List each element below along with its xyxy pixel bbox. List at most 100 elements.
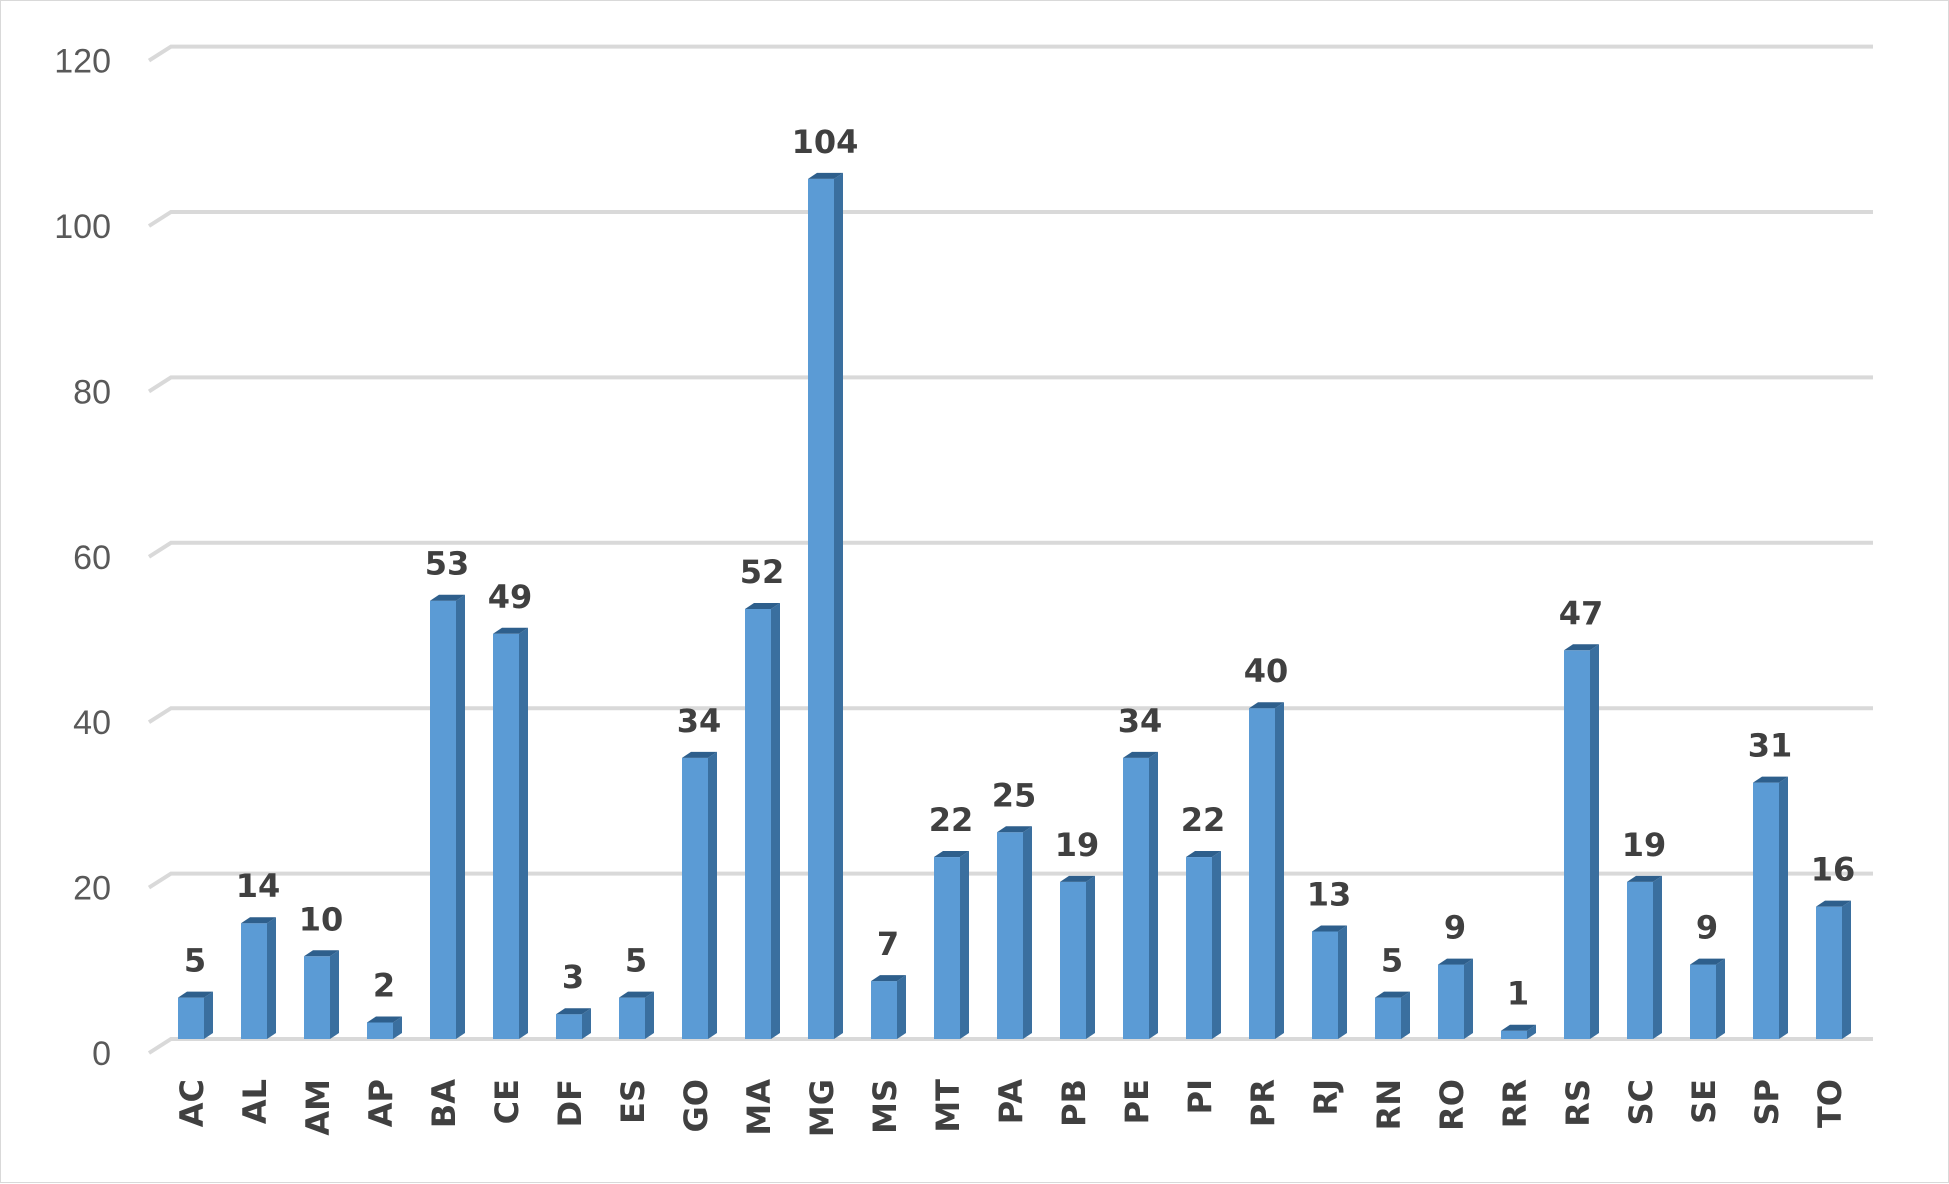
- gridline: [147, 871, 1873, 890]
- x-category-label: MT: [929, 1079, 967, 1133]
- x-category-label: CE: [488, 1079, 526, 1124]
- data-labels: 5 14 10 2 53 49 3 5 34 52 104 7 22 25 19 34 22 40 13 5 9 1 47 1…: [184, 123, 1855, 1013]
- bar-top: [430, 594, 465, 601]
- bar-front: [430, 600, 456, 1039]
- bar-top: [1690, 958, 1725, 965]
- bar-side: [897, 975, 906, 1039]
- bar-front: [1186, 857, 1212, 1039]
- x-category-label: MS: [866, 1079, 904, 1134]
- bar-front: [1753, 782, 1779, 1039]
- data-label: 1: [1507, 975, 1529, 1013]
- x-category-label: MG: [803, 1079, 841, 1137]
- bar-side: [834, 172, 843, 1040]
- bar-top: [1816, 900, 1851, 907]
- bar-side: [1527, 1024, 1536, 1039]
- bar-top: [1627, 875, 1662, 882]
- data-label: 5: [1381, 942, 1403, 980]
- bar-top: [304, 950, 339, 957]
- x-category-label: SE: [1685, 1079, 1723, 1124]
- bar-front: [1375, 997, 1401, 1039]
- bar-top: [1753, 776, 1788, 783]
- bar-front: [1816, 906, 1842, 1039]
- bar-front: [1501, 1030, 1527, 1039]
- gridline: [147, 1037, 1873, 1055]
- bar-side: [1779, 776, 1788, 1039]
- gridline: [147, 210, 1873, 228]
- bar-side: [960, 851, 969, 1039]
- bar-front: [1312, 931, 1338, 1039]
- bar-front: [1438, 964, 1464, 1039]
- bar-side: [582, 1008, 591, 1039]
- bar-top: [367, 1016, 402, 1023]
- bar-mg: [808, 172, 843, 1040]
- bar-front: [871, 981, 897, 1039]
- bar-top: [1060, 875, 1095, 882]
- gridline: [147, 706, 1873, 724]
- gridline: [147, 540, 1873, 559]
- bar-es: [619, 991, 654, 1039]
- bar-mt: [934, 851, 969, 1039]
- bar-al: [241, 917, 276, 1039]
- x-category-label: RN: [1370, 1079, 1408, 1130]
- bar-top: [1564, 644, 1599, 651]
- data-label: 9: [1696, 909, 1718, 947]
- gridline: [147, 44, 1873, 63]
- data-label: 40: [1244, 652, 1289, 690]
- bar-top: [178, 991, 213, 998]
- x-category-label: TO: [1811, 1079, 1849, 1128]
- bar-side: [1338, 925, 1347, 1039]
- data-label: 19: [1055, 826, 1100, 864]
- bar-front: [934, 857, 960, 1039]
- bar-side: [645, 991, 654, 1039]
- bar-side: [1716, 958, 1725, 1039]
- data-label: 16: [1811, 851, 1856, 889]
- bar-rs: [1564, 644, 1599, 1039]
- bar-top: [1123, 751, 1158, 758]
- data-label: 9: [1444, 909, 1466, 947]
- bar-ba: [430, 594, 465, 1039]
- bar-top: [1501, 1024, 1536, 1031]
- bar-sp: [1753, 776, 1788, 1039]
- bar-side: [1275, 702, 1284, 1039]
- bar-am: [304, 950, 339, 1039]
- x-category-label: RO: [1433, 1079, 1471, 1131]
- bar-side: [1590, 644, 1599, 1039]
- data-label: 2: [373, 966, 395, 1004]
- data-label: 3: [562, 958, 584, 996]
- bar-side: [330, 950, 339, 1039]
- bar-pe: [1123, 751, 1158, 1039]
- bar-rn: [1375, 991, 1410, 1039]
- x-category-label: AP: [362, 1079, 400, 1127]
- x-category-label: PA: [992, 1079, 1030, 1125]
- bar-top: [871, 975, 906, 982]
- bar-ro: [1438, 958, 1473, 1039]
- bar-front: [745, 608, 771, 1039]
- data-label: 31: [1748, 727, 1793, 765]
- x-category-label: PR: [1244, 1079, 1282, 1127]
- data-label: 10: [299, 900, 344, 938]
- bar-side: [1842, 900, 1851, 1039]
- bar-top: [1375, 991, 1410, 998]
- bar-side: [519, 627, 528, 1039]
- bar-top: [808, 172, 843, 179]
- x-category-label: SP: [1748, 1079, 1786, 1126]
- bar-front: [556, 1014, 582, 1039]
- x-category-label: PI: [1181, 1079, 1219, 1114]
- bar-front: [619, 997, 645, 1039]
- bar-front: [1690, 964, 1716, 1039]
- bar-top: [1186, 851, 1221, 858]
- bar-rj: [1312, 925, 1347, 1039]
- bar-top: [493, 627, 528, 634]
- bar-ap: [367, 1016, 402, 1039]
- bar-front: [178, 997, 204, 1039]
- bar-front: [1564, 650, 1590, 1039]
- x-axis-labels: AC AL AM AP BA CE DF ES GO MA MG MS MT PA PB PE PI PR RJ RN…: [173, 1079, 1849, 1137]
- data-label: 5: [184, 942, 206, 980]
- bar-side: [708, 751, 717, 1039]
- y-tick-label: 80: [73, 373, 111, 411]
- x-category-label: RJ: [1307, 1079, 1345, 1116]
- bar-side: [1023, 826, 1032, 1039]
- bar-go: [682, 751, 717, 1039]
